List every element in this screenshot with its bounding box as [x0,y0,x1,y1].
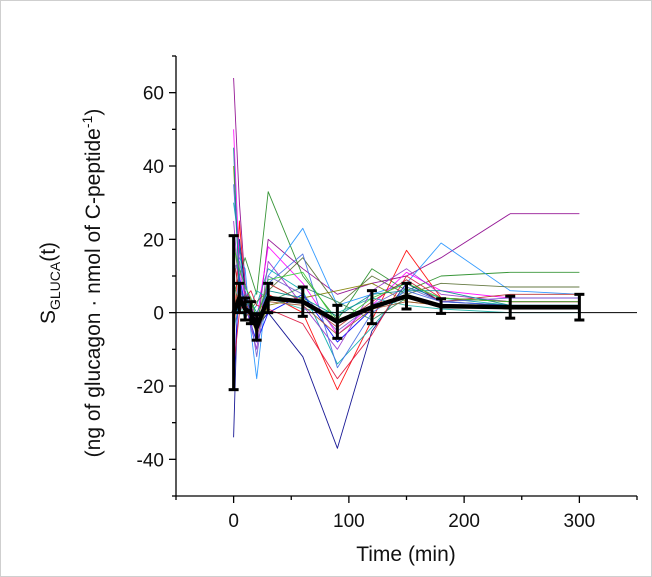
y-axis-title-sub: GLUCA [47,261,63,310]
individual-series-line-1 [233,77,580,336]
x-tick-label: 300 [564,511,596,532]
y-axis-title-line2-sup: -1 [79,115,95,128]
y-axis-title-line2-end: ) [82,109,105,116]
x-axis-title: Time (min) [356,543,456,566]
individual-series-line-5 [233,238,580,449]
y-tick-label: 60 [143,84,164,105]
mean-series-line [231,293,580,330]
individual-series-line-3 [233,227,580,380]
y-axis-title-line1: SGLUCA(t) [37,242,63,324]
x-tick-label: 0 [228,511,239,532]
x-tick-label: 100 [333,511,365,532]
ticks-group: -40 -20 0 20 40 60 0 100 200 300 [137,55,638,532]
individual-series-group [233,77,580,449]
y-tick-label: -40 [137,450,164,471]
y-axis-title-main: S [37,310,60,324]
y-tick-label: 0 [153,304,164,325]
mean-series-group [228,234,585,392]
individual-series-line-2 [233,191,580,321]
x-tick-label: 200 [448,511,480,532]
y-tick-label: 20 [143,230,164,251]
y-axis-title-line2-main: (ng of glucagon · nmol of C-peptide [82,128,105,457]
y-axis-title-suffix: (t) [37,242,60,262]
y-axis-title-line2: (ng of glucagon · nmol of C-peptide-1) [79,109,105,458]
y-tick-label: -20 [137,377,164,398]
y-tick-label: 40 [143,157,164,178]
